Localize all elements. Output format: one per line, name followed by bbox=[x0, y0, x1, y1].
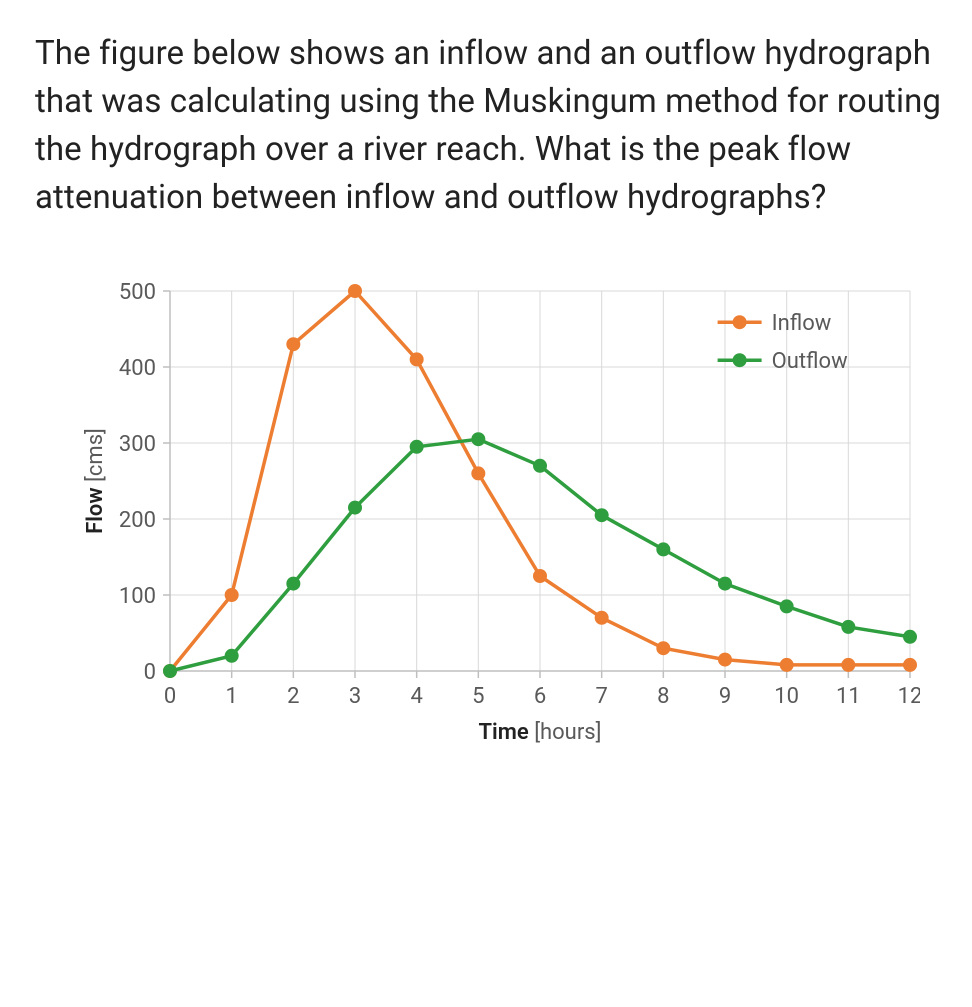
x-tick-label: 9 bbox=[719, 684, 731, 709]
series-marker-inflow bbox=[718, 653, 732, 667]
x-tick-label: 8 bbox=[657, 684, 669, 709]
y-axis-title: Flow [cms] bbox=[83, 428, 108, 534]
series-marker-outflow bbox=[841, 620, 855, 634]
x-tick-label: 12 bbox=[898, 684, 920, 709]
series-marker-outflow bbox=[780, 600, 794, 614]
x-tick-label: 6 bbox=[534, 684, 546, 709]
series-marker-outflow bbox=[903, 630, 917, 644]
x-tick-label: 1 bbox=[225, 684, 237, 709]
series-marker-inflow bbox=[595, 611, 609, 625]
y-tick-label: 400 bbox=[119, 356, 156, 381]
x-tick-label: 2 bbox=[287, 684, 299, 709]
series-marker-inflow bbox=[656, 642, 670, 656]
y-tick-label: 300 bbox=[119, 432, 156, 457]
series-marker-inflow bbox=[780, 658, 794, 672]
series-marker-outflow bbox=[348, 501, 362, 515]
x-axis-title: Time [hours] bbox=[479, 720, 602, 745]
x-tick-label: 11 bbox=[836, 684, 861, 709]
x-tick-label: 10 bbox=[774, 684, 799, 709]
x-tick-label: 7 bbox=[595, 684, 607, 709]
series-marker-outflow bbox=[533, 459, 547, 473]
series-marker-inflow bbox=[348, 284, 362, 298]
series-marker-outflow bbox=[595, 509, 609, 523]
series-marker-inflow bbox=[410, 353, 424, 367]
series-marker-inflow bbox=[533, 569, 547, 583]
series-marker-inflow bbox=[903, 658, 917, 672]
legend-marker bbox=[733, 354, 747, 368]
x-tick-label: 3 bbox=[349, 684, 361, 709]
x-tick-label: 4 bbox=[410, 684, 422, 709]
series-marker-inflow bbox=[286, 338, 300, 352]
series-marker-outflow bbox=[286, 577, 300, 591]
y-tick-label: 500 bbox=[119, 281, 156, 305]
series-marker-outflow bbox=[410, 440, 424, 454]
x-tick-label: 0 bbox=[164, 684, 176, 709]
series-marker-inflow bbox=[225, 588, 239, 602]
x-tick-label: 5 bbox=[472, 684, 484, 709]
series-marker-outflow bbox=[471, 433, 485, 447]
question-text: The figure below shows an inflow and an … bbox=[35, 30, 942, 221]
legend-marker bbox=[733, 316, 747, 330]
series-marker-outflow bbox=[656, 543, 670, 557]
series-marker-inflow bbox=[471, 467, 485, 481]
series-marker-inflow bbox=[841, 658, 855, 672]
series-marker-outflow bbox=[163, 664, 177, 678]
hydrograph-chart: 01002003004005000123456789101112InflowOu… bbox=[80, 281, 920, 771]
y-tick-label: 100 bbox=[119, 584, 156, 609]
chart-svg: 01002003004005000123456789101112InflowOu… bbox=[80, 281, 920, 771]
series-marker-outflow bbox=[225, 649, 239, 663]
series-marker-outflow bbox=[718, 577, 732, 591]
y-tick-label: 200 bbox=[119, 508, 156, 533]
legend-label: Outflow bbox=[772, 350, 849, 375]
y-tick-label: 0 bbox=[144, 660, 156, 685]
legend-label: Inflow bbox=[772, 312, 832, 337]
